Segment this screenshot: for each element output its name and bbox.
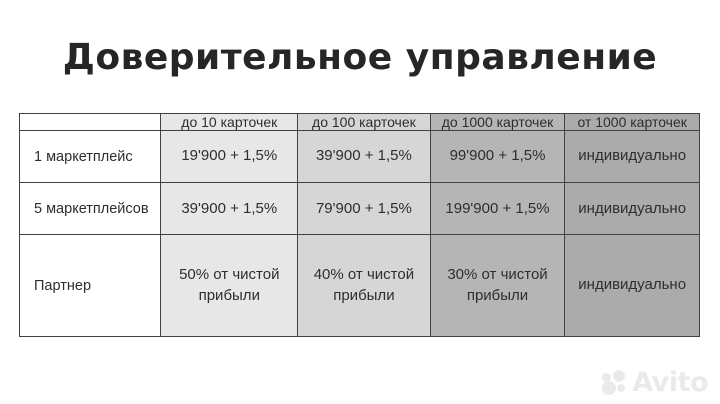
table-row-5-marketplaces: 5 маркетплейсов 39'900 + 1,5% 79'900 + 1… [18,182,700,236]
table-cell: индивидуально [564,129,700,184]
row-label: 5 маркетплейсов [18,182,162,236]
table-cell: 19'900 + 1,5% [160,129,299,184]
pricing-table-container: до 10 карточек до 100 карточек до 1000 к… [18,113,700,337]
table-cell: 79'900 + 1,5% [297,182,431,236]
row-label: 1 маркетплейс [18,129,162,184]
column-header-over-1000: от 1000 карточек [564,113,700,131]
watermark-label: Avito [632,367,708,398]
table-cell: индивидуально [564,234,700,337]
column-header-up-to-100: до 100 карточек [297,113,431,131]
table-cell: индивидуально [564,182,700,236]
header-row: до 10 карточек до 100 карточек до 1000 к… [18,113,700,131]
table-cell: 50% от чистой прибыли [160,234,299,337]
table-row-1-marketplace: 1 маркетплейс 19'900 + 1,5% 39'900 + 1,5… [18,129,700,184]
pricing-table: до 10 карточек до 100 карточек до 1000 к… [18,113,700,337]
row-label: Партнер [18,234,162,337]
table-cell: 199'900 + 1,5% [429,182,566,236]
table-cell: 39'900 + 1,5% [297,129,431,184]
avito-watermark: Avito [602,369,708,396]
table-cell: 30% от чистой прибыли [429,234,566,337]
table-cell: 40% от чистой прибыли [297,234,431,337]
avito-logo-icon [602,370,627,395]
corner-cell [18,113,162,131]
column-header-up-to-1000: до 1000 карточек [429,113,566,131]
table-row-partner: Партнер 50% от чистой прибыли 40% от чис… [18,234,700,337]
table-cell: 99'900 + 1,5% [429,129,566,184]
column-header-up-to-10: до 10 карточек [160,113,299,131]
page-title: Доверительное управление [62,37,658,78]
table-cell: 39'900 + 1,5% [160,182,299,236]
